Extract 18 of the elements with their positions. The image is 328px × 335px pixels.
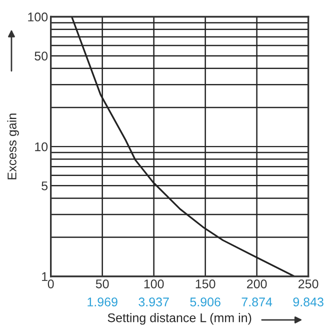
x-tick-label: 250 bbox=[298, 279, 318, 288]
y-tick-label: 100 bbox=[28, 12, 48, 22]
x2-tick-label: 1.969 bbox=[88, 298, 118, 306]
x-tick-label: 50 bbox=[96, 279, 109, 288]
x-tick-label: 150 bbox=[196, 279, 216, 288]
y-axis-title: Excess gain bbox=[7, 114, 19, 180]
y-tick-label: 5 bbox=[42, 182, 48, 190]
x2-tick-label: 9.843 bbox=[293, 298, 324, 306]
y-tick-label: 1 bbox=[42, 272, 48, 281]
x-axis-title: Setting distance L (mm in) bbox=[108, 313, 252, 325]
x-tick-label: 100 bbox=[144, 279, 164, 288]
x2-tick-label: 5.906 bbox=[190, 298, 220, 306]
x-tick-label: 200 bbox=[247, 279, 267, 288]
y-tick-label: 50 bbox=[34, 52, 48, 60]
y-tick-label: 10 bbox=[35, 142, 48, 152]
x2-tick-label: 3.937 bbox=[138, 298, 169, 306]
x2-tick-label: 7.874 bbox=[242, 298, 272, 306]
x-tick-label: 0 bbox=[48, 279, 54, 288]
